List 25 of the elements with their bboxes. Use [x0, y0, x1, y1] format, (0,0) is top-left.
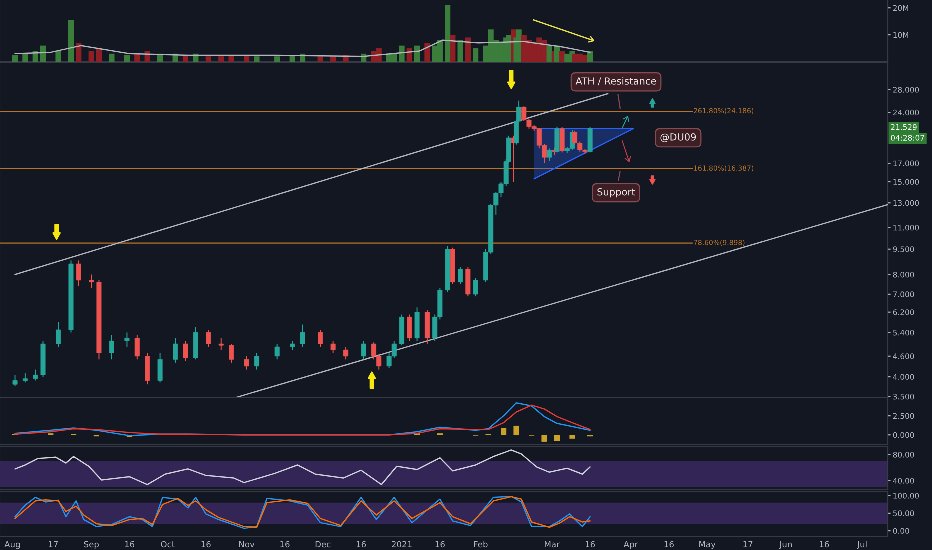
x-tick-label: Oct [161, 541, 175, 548]
x-tick-label: 16 [820, 541, 830, 548]
x-tick-label: 16 [280, 541, 290, 548]
x-tick-label: Nov [239, 541, 255, 548]
x-tick-label: Sep [84, 541, 99, 550]
x-tick-label: Aug [4, 541, 20, 550]
x-tick-label: 16 [202, 541, 211, 548]
x-tick-label: Apr [624, 541, 638, 550]
x-tick-label: Mar [545, 541, 560, 548]
annotation: Support [598, 188, 636, 198]
x-tick-label: 16 [436, 541, 445, 548]
x-tick-label: 16 [356, 541, 366, 548]
x-tick-label: 16 [125, 541, 135, 548]
x-tick-label: Dec [316, 541, 331, 548]
x-tick-label: 16 [586, 541, 596, 548]
x-tick-label: Jun [779, 541, 792, 550]
annotation: @DU09 [660, 134, 696, 142]
x-tick-label: Feb [474, 541, 488, 548]
x-tick-label: 16 [664, 541, 674, 548]
x-tick-label: Jul [857, 541, 867, 550]
x-tick-label: May [700, 541, 716, 550]
x-tick-label: 2021 [392, 541, 412, 548]
x-tick-label: 17 [49, 541, 58, 548]
x-tick-label: 17 [744, 541, 753, 548]
annotation: ATH / Resistance [576, 77, 656, 86]
